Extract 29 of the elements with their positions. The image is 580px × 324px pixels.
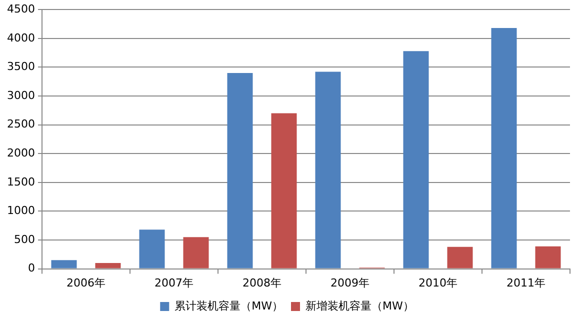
bar <box>535 246 561 268</box>
y-tick-label: 1500 <box>6 175 35 188</box>
y-tick-label: 500 <box>14 232 35 246</box>
y-tick-label: 1000 <box>6 204 35 218</box>
bar <box>491 28 517 268</box>
x-tick-label: 2006年 <box>66 276 106 290</box>
x-tick-label: 2007年 <box>154 276 194 290</box>
bar <box>95 263 121 268</box>
legend-label: 新增装机容量（MW） <box>306 299 414 312</box>
bar <box>51 260 77 268</box>
bar <box>227 72 253 268</box>
bar <box>315 72 341 268</box>
x-tick-label: 2010年 <box>418 276 458 290</box>
legend-label: 累计装机容量（MW） <box>174 299 284 312</box>
x-tick-label: 2011年 <box>506 276 546 290</box>
y-tick-label: 2500 <box>6 118 35 131</box>
bar <box>271 113 297 268</box>
bar <box>139 230 165 268</box>
y-tick-label: 0 <box>28 262 35 275</box>
bar <box>183 237 209 268</box>
y-tick-label: 4000 <box>6 31 35 44</box>
x-tick-label: 2008年 <box>242 276 282 290</box>
bar <box>403 51 429 268</box>
x-tick-label: 2009年 <box>330 276 370 290</box>
y-tick-label: 3500 <box>6 60 35 74</box>
bar <box>447 246 473 268</box>
y-tick-label: 2000 <box>6 146 35 160</box>
y-tick-label: 3000 <box>6 88 35 102</box>
y-tick-label: 4500 <box>6 2 35 16</box>
